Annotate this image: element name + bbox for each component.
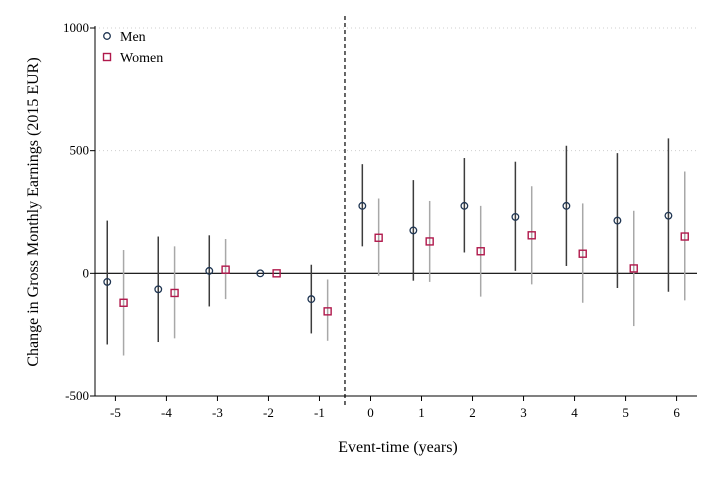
confidence-intervals <box>106 138 686 356</box>
x-tick-label: 5 <box>622 405 629 420</box>
women-point <box>374 233 383 242</box>
women-point <box>629 264 638 273</box>
y-tick-label: 1000 <box>63 20 89 35</box>
x-tick-label: 0 <box>367 405 374 420</box>
x-tick-label: 6 <box>673 405 680 420</box>
y-tick-label: -500 <box>65 388 89 403</box>
men-point <box>562 201 571 210</box>
x-tick-label: 2 <box>469 405 476 420</box>
men-point <box>409 226 418 235</box>
women-point <box>680 232 689 241</box>
x-tick-label: -5 <box>110 405 121 420</box>
men-point <box>664 211 673 220</box>
women-point <box>170 288 179 298</box>
men-point <box>154 285 163 294</box>
x-tick-label: -3 <box>212 405 223 420</box>
men-point <box>358 201 367 210</box>
women-point <box>272 269 281 278</box>
x-tick-label: 3 <box>520 405 527 420</box>
women-point <box>578 249 587 258</box>
x-tick-label: 4 <box>571 405 578 420</box>
legend: Men Women <box>102 30 163 66</box>
legend-label: Men <box>120 30 146 45</box>
men-point <box>307 295 316 304</box>
women-point <box>119 298 128 307</box>
grid-layer <box>95 27 697 397</box>
legend-marker-women <box>102 52 112 62</box>
women-point <box>527 231 536 240</box>
legend-label: Women <box>120 51 163 66</box>
x-tick-label: -4 <box>161 405 172 420</box>
x-tick-label: -2 <box>263 405 274 420</box>
x-axis-title: Event-time (years) <box>338 439 458 456</box>
men-point <box>205 266 214 275</box>
men-point <box>460 201 469 210</box>
y-axis-title: Change in Gross Monthly Earnings (2015 E… <box>25 57 42 366</box>
point-estimates <box>103 201 689 316</box>
x-tick-label: 1 <box>418 405 425 420</box>
axis-layer: -500 0 500 1000 -5 -4 -3 -2 -1 0 1 2 3 4 5 6 <box>63 16 697 420</box>
x-tick-label: -1 <box>314 405 325 420</box>
legend-marker-men <box>103 32 111 40</box>
y-tick-label: 0 <box>83 265 90 280</box>
women-point <box>221 265 230 274</box>
men-point <box>511 212 520 221</box>
men-point <box>103 277 112 286</box>
women-point <box>476 247 485 256</box>
men-point <box>256 269 265 278</box>
men-point <box>613 216 622 225</box>
women-point <box>425 237 434 246</box>
y-tick-label: 500 <box>70 143 90 158</box>
women-point <box>323 307 332 316</box>
